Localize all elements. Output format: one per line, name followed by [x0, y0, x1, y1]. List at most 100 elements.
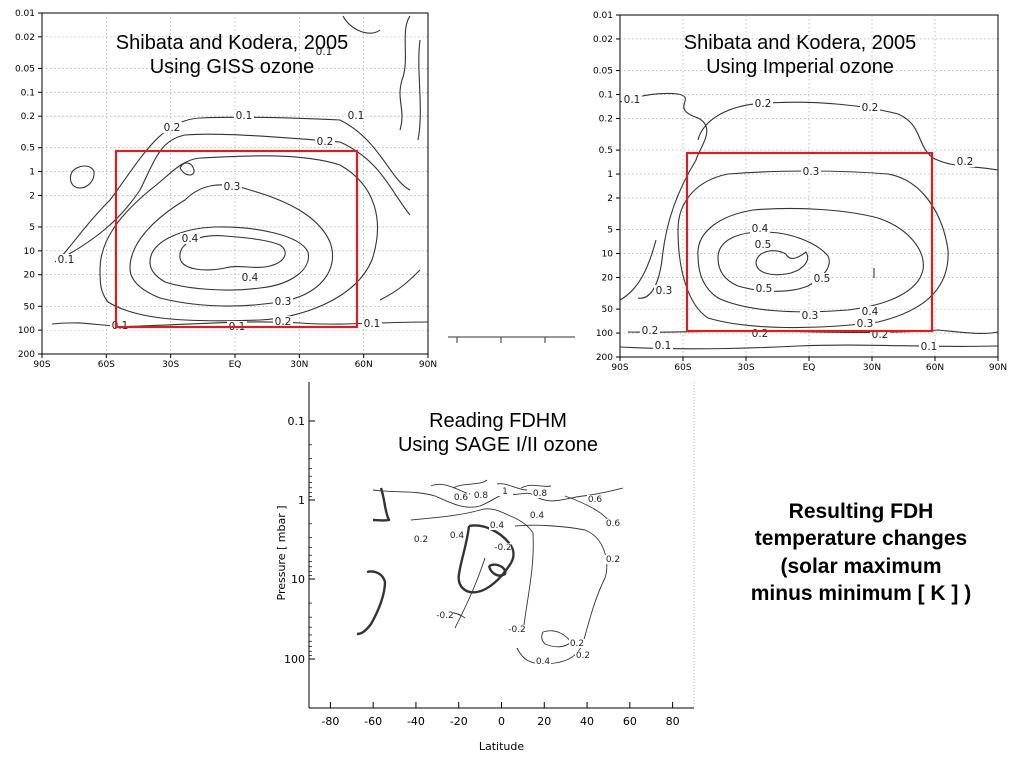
fdhm-xtick-label: 20	[537, 715, 551, 728]
fdhm-ytick-label: 100	[284, 653, 305, 666]
imperial-contour-label: 0.2	[752, 328, 769, 340]
fdhm-contour-label: -0.2	[494, 543, 512, 553]
giss-contour-label: 0.2	[164, 122, 181, 134]
giss-xtick-label: 30N	[290, 360, 308, 370]
imperial-ytick-label: 1	[607, 170, 613, 180]
imperial-contour	[619, 239, 657, 301]
giss-contour-label: 0.1	[364, 318, 381, 330]
giss-contour-label: 0.4	[182, 233, 199, 245]
giss-ytick-label: 0.2	[21, 112, 35, 122]
giss-contour-label-bg	[56, 254, 76, 265]
imperial-ytick-label: 2	[607, 194, 613, 204]
imperial-contour	[697, 101, 999, 171]
imperial-ytick-label: 5	[607, 226, 613, 236]
imperial-contour-label-bg	[753, 239, 773, 250]
fdhm-xtick-label: -60	[364, 715, 382, 728]
fdhm-x-axis-label: Latitude	[479, 740, 525, 753]
fdhm-contour-label-bg	[587, 495, 603, 504]
giss-contour	[342, 15, 381, 34]
imperial-contour-label: 0.3	[802, 310, 819, 322]
imperial-contour-label: 0.2	[957, 156, 974, 168]
giss-ytick-label: 20	[24, 271, 36, 281]
fdhm-contour-label: -0.2	[508, 625, 526, 635]
fdhm-contour	[372, 489, 511, 508]
imperial-contour-label-bg	[855, 318, 875, 329]
chart-fdhm-title-line-1: Reading FDHM	[429, 410, 567, 432]
chart-fdhm-title: Reading FDHM Using SAGE I/II ozone	[333, 409, 663, 457]
fdhm-ytick-label: 0.1	[288, 415, 306, 428]
imperial-contour-label: 0.5	[814, 273, 831, 285]
caption-line-1: Resulting FDH	[788, 500, 934, 523]
chart-giss-title: Shibata and Kodera, 2005 Using GISS ozon…	[52, 31, 412, 79]
imperial-xtick-label: 30N	[863, 363, 881, 373]
fdhm-contour-label-bg	[529, 511, 545, 520]
giss-contour-label: 0.4	[242, 272, 259, 284]
imperial-contour-label-bg	[860, 102, 880, 113]
fdhm-contour-label: 0.4	[530, 511, 545, 521]
imperial-ytick-label: 0.2	[599, 114, 613, 124]
fdhm-contour-label: 0.8	[474, 491, 489, 501]
chart-giss: 90S 60S 30S EQ 30N 60N 90N 0.01 0.02 0.05 0.1 0.2 0.…	[0, 0, 445, 378]
fdhm-contour-label: 0.4	[490, 521, 505, 531]
giss-xtick-label: 30S	[162, 360, 179, 370]
fdhm-contour-label-bg	[449, 531, 465, 540]
imperial-contour-label-bg	[622, 94, 642, 105]
imperial-ytick-label: 100	[596, 329, 613, 339]
giss-contour-label-bg	[346, 110, 366, 121]
fdhm-contour-label-bg	[569, 639, 585, 648]
imperial-contour-label: 0.5	[755, 239, 772, 251]
imperial-contour-label-bg	[860, 306, 880, 317]
giss-contour	[179, 162, 195, 176]
giss-contour-label: 0.3	[224, 181, 241, 193]
giss-contour-label-bg	[314, 46, 334, 57]
giss-ytick-label: 1	[29, 168, 35, 178]
giss-contour	[99, 155, 379, 322]
giss-contour	[61, 133, 411, 259]
fdhm-contour-label-bg	[473, 491, 489, 500]
imperial-xtick-label: 60N	[926, 363, 944, 373]
imperial-contour-label: 0.1	[655, 340, 672, 352]
fdhm-contour	[457, 524, 515, 594]
imperial-ytick-label: 0.02	[593, 35, 613, 45]
fdhm-contour-label: -0.2	[436, 611, 454, 621]
imperial-contour-label: 0.2	[755, 98, 772, 110]
giss-xtick-label: 90S	[33, 360, 50, 370]
fdhm-contour-label: 0.6	[606, 519, 621, 529]
giss-contour	[417, 39, 421, 141]
giss-contour-label: 0.1	[348, 110, 365, 122]
fdhm-contour-label-bg	[489, 521, 505, 530]
giss-ytick-label: 50	[24, 302, 36, 312]
imperial-ytick-label: 0.05	[593, 67, 613, 77]
imperial-contour-label: 0.1	[624, 94, 641, 106]
fdhm-contour-label-bg	[575, 651, 591, 660]
giss-contour-label-bg	[240, 272, 260, 283]
imperial-contour-label-bg	[640, 325, 660, 336]
giss-ytick-label: 200	[18, 350, 35, 360]
giss-contour	[399, 15, 411, 131]
fdhm-contour-label: 0.6	[454, 493, 469, 503]
fdhm-contour	[487, 563, 507, 577]
fdhm-xtick-label: -20	[450, 715, 468, 728]
giss-contour-label: 0.1	[316, 46, 333, 58]
imperial-contour-label: 0.2	[862, 102, 879, 114]
chart-fdhm-svg: 0.1 1 10 100 -80 -60 -40 -20 0 20 40 60 80 Latitude Pr…	[275, 382, 695, 753]
fdhm-contour-label: 0.2	[414, 535, 428, 545]
chart-giss-title-line-2: Using GISS ozone	[149, 56, 315, 78]
imperial-contour-label: 0.4	[862, 306, 879, 318]
giss-ytick-label: 2	[29, 191, 35, 201]
giss-xtick-label: 60N	[355, 360, 373, 370]
fdhm-contour	[410, 508, 534, 534]
imperial-xtick-label: 60S	[674, 363, 691, 373]
caption-line-2: temperature changes	[754, 527, 968, 551]
giss-contour-label-bg	[180, 233, 200, 244]
giss-contour-label: 0.1	[236, 110, 253, 122]
fdhm-xtick-label: -80	[321, 715, 339, 728]
giss-ytick-label: 5	[29, 223, 35, 233]
fdhm-y-axis-label: Pressure [ mbar ]	[275, 505, 288, 600]
imperial-xtick-label: 90S	[611, 363, 628, 373]
giss-ytick-label: 0.1	[21, 88, 35, 98]
imperial-contour-label-bg	[955, 156, 975, 167]
fdhm-contour-label: 0.4	[536, 657, 551, 667]
imperial-contour	[755, 250, 808, 276]
imperial-ytick-label: 200	[596, 353, 613, 363]
